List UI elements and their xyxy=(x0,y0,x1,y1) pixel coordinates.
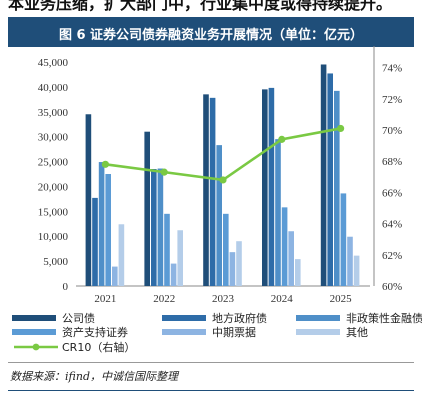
legend-label: 资产支持证券 xyxy=(62,325,128,339)
bar xyxy=(288,231,294,286)
chart: 0 5,000 10,000 15,000 20,000 25,000 30,000 35,0… xyxy=(12,46,422,354)
bar xyxy=(157,168,164,286)
bar xyxy=(92,197,98,286)
cr10-point xyxy=(278,135,286,143)
y-tick-label: 0 xyxy=(63,281,69,293)
bar xyxy=(164,213,170,286)
bar xyxy=(320,64,327,286)
bottom-rule xyxy=(8,390,414,391)
bar xyxy=(281,207,288,286)
y2-tick-label: 62% xyxy=(382,250,402,262)
legend-swatch xyxy=(296,315,340,321)
cr10-line xyxy=(105,127,341,182)
y-tick-label: 35,000 xyxy=(38,107,69,119)
bar xyxy=(151,169,157,286)
y-tick-label: 25,000 xyxy=(38,157,69,169)
legend-swatch xyxy=(162,315,206,321)
bar xyxy=(170,263,177,286)
y-tick-label: 40,000 xyxy=(38,82,69,94)
bar xyxy=(216,145,222,286)
bar xyxy=(105,174,111,286)
y2-tick-label: 60% xyxy=(382,281,402,293)
bar xyxy=(334,90,340,286)
y-tick-label: 5,000 xyxy=(43,256,68,268)
cr10-point xyxy=(101,160,109,168)
legend-label: 中期票据 xyxy=(212,325,256,339)
bar xyxy=(118,224,125,286)
figure-title-bar: 图 6 证券公司债券融资业务开展情况（单位：亿元） xyxy=(8,17,414,47)
y2-tick-label: 64% xyxy=(382,219,402,231)
bar xyxy=(340,193,347,286)
x-tick-label: 2021 xyxy=(94,293,116,305)
legend-label: 非政策性金融债 xyxy=(346,311,422,325)
bar xyxy=(98,162,105,286)
bar xyxy=(347,236,353,286)
legend-label: 公司债 xyxy=(62,311,95,325)
x-tick-label: 2022 xyxy=(153,293,175,305)
y2-tick-label: 68% xyxy=(382,156,402,168)
bar xyxy=(203,94,209,286)
legend-swatch xyxy=(162,329,206,335)
y-tick-label: 45,000 xyxy=(38,57,69,69)
cut-off-text: 本业务压缩，扩大部门中，行业集中度或得持续提升。 xyxy=(8,0,393,13)
bar xyxy=(209,97,216,286)
y2-tick-label: 74% xyxy=(382,63,402,75)
y2-tick-label: 70% xyxy=(382,125,402,137)
bar xyxy=(353,255,360,286)
bar xyxy=(112,266,118,286)
bar xyxy=(177,230,183,286)
bar xyxy=(236,241,242,286)
bar xyxy=(268,87,275,286)
y-tick-label: 20,000 xyxy=(38,181,69,193)
figure-title: 图 6 证券公司债券融资业务开展情况（单位：亿元） xyxy=(58,28,364,43)
legend-label: CR10（右轴） xyxy=(62,340,135,354)
x-tick-label: 2025 xyxy=(330,293,353,305)
cr10-point xyxy=(219,176,227,184)
cut-off-text-line: 本业务压缩，扩大部门中，行业集中度或得持续提升。 xyxy=(0,0,422,16)
y2-tick-label: 72% xyxy=(382,94,402,106)
bar xyxy=(295,259,301,286)
bar xyxy=(144,131,150,286)
legend-swatch xyxy=(12,315,56,321)
cr10-point xyxy=(160,168,168,176)
bar xyxy=(275,139,281,286)
legend-label: 地方政府债 xyxy=(212,311,267,325)
legend-swatch xyxy=(12,329,56,335)
x-tick-label: 2023 xyxy=(212,293,235,305)
y-tick-label: 15,000 xyxy=(38,206,69,218)
y2-tick-label: 66% xyxy=(382,187,402,199)
bar xyxy=(229,252,236,286)
bar xyxy=(85,114,92,287)
x-tick-label: 2024 xyxy=(271,293,294,305)
bar xyxy=(262,89,268,286)
source-note: 数据来源：ifind，中诚信国际整理 xyxy=(10,370,178,383)
source-divider xyxy=(8,362,414,363)
legend-line-marker xyxy=(32,343,40,351)
legend-swatch xyxy=(296,329,340,335)
y-tick-label: 10,000 xyxy=(38,231,69,243)
legend-label: 其他 xyxy=(346,326,368,339)
bar xyxy=(327,73,333,287)
y-tick-label: 30,000 xyxy=(38,132,69,144)
cr10-point xyxy=(337,124,345,133)
bar xyxy=(223,213,229,286)
